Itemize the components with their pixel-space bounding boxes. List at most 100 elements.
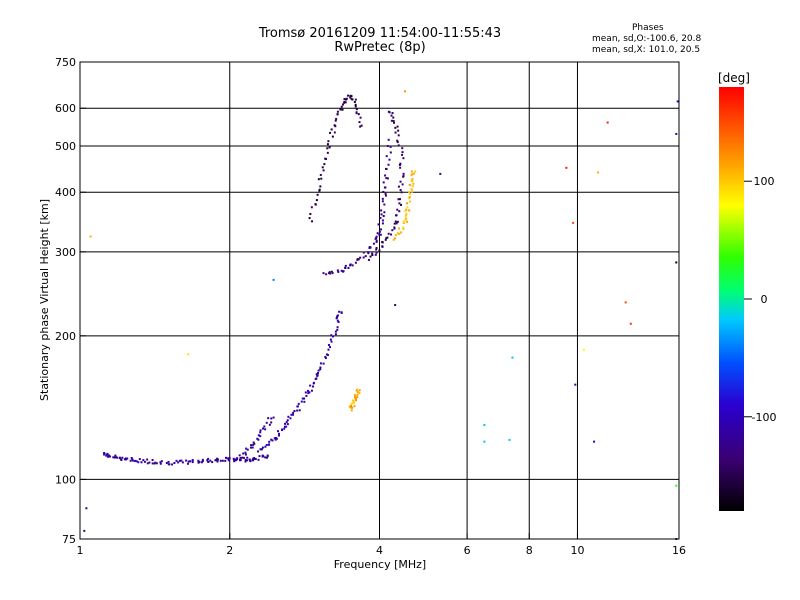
data-point (307, 392, 310, 395)
data-point (284, 422, 287, 425)
colorbar (719, 87, 744, 511)
data-point (253, 456, 256, 459)
data-point (263, 425, 266, 428)
data-point (395, 214, 398, 217)
data-point (107, 455, 110, 458)
data-point (304, 391, 307, 394)
colorbar-unit-label: [deg] (718, 71, 750, 85)
data-point (257, 450, 260, 453)
data-point (323, 163, 326, 166)
data-point (142, 459, 145, 462)
data-point (381, 241, 384, 244)
data-point (126, 457, 129, 460)
data-point (386, 177, 389, 180)
data-point (386, 236, 389, 239)
data-point (257, 458, 260, 461)
data-point (266, 454, 269, 457)
data-point (362, 251, 365, 254)
data-point (328, 146, 331, 149)
data-point (278, 432, 281, 435)
data-point (159, 462, 162, 465)
data-point (224, 456, 227, 459)
data-point (186, 462, 189, 465)
data-point (239, 459, 242, 462)
data-point (301, 397, 304, 400)
data-point (211, 461, 214, 464)
data-point (597, 171, 600, 174)
data-point (340, 311, 343, 314)
data-point (397, 198, 400, 201)
data-point (358, 121, 361, 124)
data-point (151, 462, 154, 465)
data-point (399, 166, 402, 169)
data-point (329, 338, 332, 341)
data-point (178, 459, 181, 462)
data-point (397, 144, 400, 147)
data-point (274, 436, 277, 439)
data-point (143, 460, 146, 463)
data-point (336, 319, 339, 322)
data-point (329, 272, 332, 275)
data-point (270, 438, 273, 441)
data-point (393, 121, 396, 124)
data-point (354, 105, 357, 108)
data-point (406, 220, 409, 223)
data-point (248, 458, 251, 461)
data-point (168, 463, 171, 466)
data-point (344, 266, 347, 269)
data-point (374, 237, 377, 240)
data-point (250, 444, 253, 447)
data-point (337, 320, 340, 323)
y-tick-label: 600 (55, 102, 76, 115)
data-point (511, 356, 514, 359)
data-point (397, 134, 400, 137)
data-point (103, 451, 106, 454)
data-point (396, 141, 399, 144)
data-point (289, 417, 292, 420)
data-point (353, 394, 356, 397)
data-point (408, 209, 411, 212)
data-point (329, 131, 332, 134)
data-point (140, 461, 143, 464)
data-point (351, 406, 354, 409)
data-point (191, 459, 194, 462)
data-point (116, 456, 119, 459)
data-point (83, 529, 86, 532)
y-tick-label: 200 (55, 330, 76, 343)
data-point (118, 457, 121, 460)
data-point (336, 328, 339, 331)
data-point (244, 453, 247, 456)
data-point (354, 399, 357, 402)
data-point (311, 220, 314, 223)
data-point (377, 223, 380, 226)
data-point (411, 190, 414, 193)
data-point (359, 116, 362, 119)
data-point (371, 254, 374, 257)
data-point (277, 430, 280, 433)
data-point (244, 451, 247, 454)
data-point (319, 366, 322, 369)
data-point (385, 237, 388, 240)
data-point (303, 400, 306, 403)
data-point (264, 445, 267, 448)
data-point (315, 199, 318, 202)
data-point (265, 444, 268, 447)
data-point (381, 197, 384, 200)
data-point (393, 227, 396, 230)
data-point (308, 391, 311, 394)
data-point (257, 434, 260, 437)
data-point (258, 455, 261, 458)
data-point (284, 425, 287, 428)
data-point (333, 131, 336, 134)
data-point (394, 131, 397, 134)
data-point (326, 143, 329, 146)
data-point (259, 431, 262, 434)
data-point (167, 460, 170, 463)
data-point (401, 153, 404, 156)
data-point (582, 348, 585, 351)
data-point (406, 202, 409, 205)
data-point (380, 213, 383, 216)
data-point (130, 457, 133, 460)
data-point (265, 456, 268, 459)
data-point (330, 270, 333, 273)
